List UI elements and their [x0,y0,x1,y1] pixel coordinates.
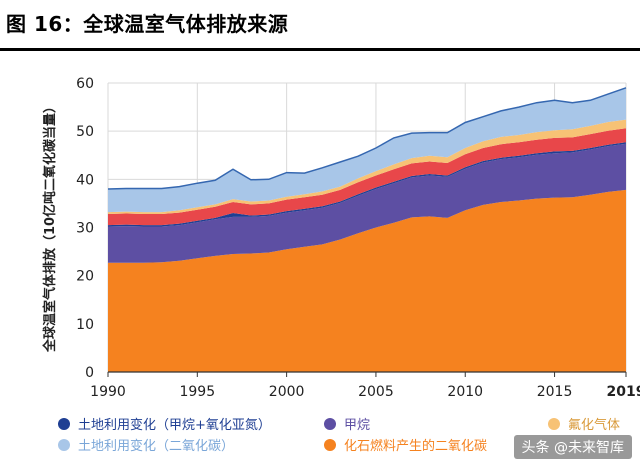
area-series-5 [108,119,626,214]
legend-swatch [324,438,336,451]
area-series-4 [108,128,626,226]
y-tick-label: 50 [76,124,94,140]
area-series [107,87,627,372]
x-tick-label: 1995 [179,384,215,400]
legend-item-f-gases: 氟化气体 [548,414,620,433]
y-tick-label: 10 [76,317,94,333]
legend-swatch [58,438,70,451]
legend-label: 土地利用变化（二氧化碳） [78,439,235,454]
x-tick-label: 2015 [537,384,573,400]
legend-label: 化石燃料产生的二氧化碳 [344,439,488,454]
legend-swatch [58,417,70,430]
legend-item-fossil-co2: 化石燃料产生的二氧化碳 [324,435,487,454]
area-series-2 [108,143,626,263]
x-tick-label: 2019 [607,384,640,400]
area-series-6 [108,87,626,213]
legend-label: 土地利用变化（甲烷+氧化亚氮） [78,418,271,433]
legend-item-methane: 甲烷 [324,414,370,433]
x-tick-labels: 1990 1995 2000 2005 2010 2015 2019 [90,384,640,400]
x-tick-label: 2000 [269,384,305,400]
y-tick-label: 0 [85,365,94,381]
y-tick-label: 30 [76,221,94,237]
title-divider [0,48,640,51]
legend-swatch [548,417,560,430]
legend-swatch [324,417,336,430]
area-series-1 [108,189,626,372]
watermark: 头条 @未来智库 [513,435,632,459]
legend-item-land-use-co2: 土地利用变化（二氧化碳） [58,435,234,454]
y-tick-labels: 0 10 20 30 40 50 60 [76,76,94,381]
y-tick-label: 20 [76,269,94,285]
x-tick-label: 2010 [447,384,483,400]
axes [107,371,627,377]
page-title: 图 16：全球温室气体排放来源 [6,12,289,36]
y-tick-label: 60 [76,76,94,92]
y-axis-label: 全球温室气体排放（10亿吨二氧化碳当量） [42,100,58,353]
total-outline [107,87,627,190]
area-series-3 [108,142,626,227]
legend-label: 甲烷 [344,418,371,433]
x-tick-label: 2005 [358,384,394,400]
y-tick-label: 40 [76,172,94,188]
x-tick-label: 1990 [90,384,126,400]
legend-item-land-use-ch4-n2o: 土地利用变化（甲烷+氧化亚氮） [58,414,271,433]
legend-label: 氟化气体 [568,418,621,433]
